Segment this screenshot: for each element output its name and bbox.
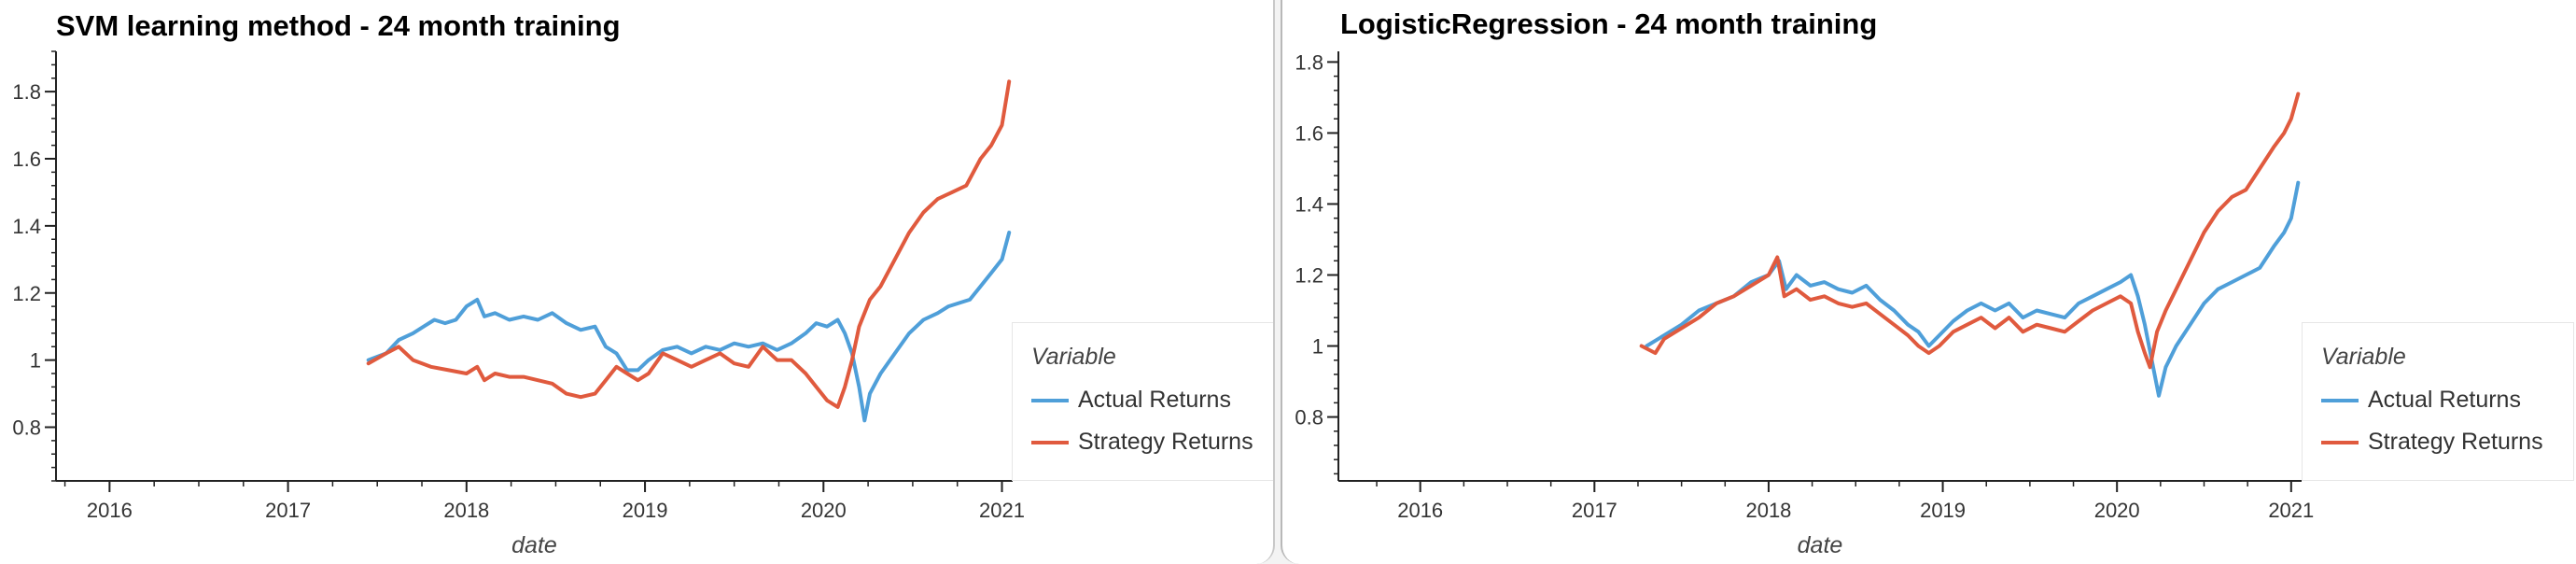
- x-axis-label: date: [511, 532, 557, 558]
- x-axis-label: date: [1798, 532, 1843, 558]
- x-tick-label: 2021: [979, 499, 1025, 522]
- x-tick-label: 2017: [265, 499, 311, 522]
- y-tick-label: 1: [30, 349, 41, 373]
- y-tick-label: 1.6: [12, 148, 41, 171]
- y-tick-label: 0.8: [1295, 406, 1323, 430]
- series-line-actual-returns: [1645, 180, 2301, 398]
- legend-title: Variable: [2321, 344, 2406, 370]
- y-tick-label: 1.2: [12, 282, 41, 305]
- x-tick-label: 2016: [87, 499, 133, 522]
- legend-label: Actual Returns: [1078, 387, 1231, 413]
- x-tick-label: 2019: [623, 499, 668, 522]
- y-tick-label: 1.8: [1295, 50, 1323, 74]
- series-line-strategy-returns: [1639, 92, 2301, 370]
- x-tick-label: 2019: [1920, 499, 1966, 522]
- chart-panel-svm: SVM learning method - 24 month training …: [0, 0, 1275, 564]
- x-tick-label: 2021: [2268, 499, 2314, 522]
- series-line-actual-returns: [366, 231, 1012, 423]
- legend-label: Strategy Returns: [2368, 429, 2543, 455]
- y-tick-label: 1.4: [1295, 192, 1323, 216]
- x-tick-label: 2018: [1745, 499, 1791, 522]
- legend-swatch-actual: [1031, 399, 1069, 402]
- y-tick-label: 1.6: [1295, 121, 1323, 145]
- series-line-strategy-returns: [366, 79, 1012, 409]
- y-tick-label: 1.4: [12, 215, 41, 238]
- chart-title: SVM learning method - 24 month training: [56, 9, 621, 42]
- y-tick-label: 1.2: [1295, 264, 1323, 288]
- chart-title: LogisticRegression - 24 month training: [1340, 7, 1878, 40]
- legend-swatch-strategy: [1031, 441, 1069, 444]
- x-tick-label: 2018: [443, 499, 489, 522]
- plot-area-svm[interactable]: 0.8 1 1.2 1.4 1.6 1.8 2016 2017 2018 2019 2020 2021…: [0, 0, 1273, 564]
- x-tick-label: 2016: [1397, 499, 1443, 522]
- legend-swatch-actual: [2321, 399, 2359, 402]
- legend-title: Variable: [1031, 344, 1116, 370]
- chart-panel-logistic-regression: LogisticRegression - 24 month training 0…: [1281, 0, 2576, 564]
- x-tick-label: 2020: [801, 499, 847, 522]
- legend-label: Strategy Returns: [1078, 429, 1253, 455]
- legend-swatch-strategy: [2321, 441, 2359, 444]
- plot-area-logistic-regression[interactable]: 0.8 1 1.2 1.4 1.6 1.8 2016 2017 2018 2019 2020 2021…: [1282, 0, 2576, 564]
- legend-label: Actual Returns: [2368, 387, 2521, 413]
- legend: Variable Actual Returns Strategy Returns: [1012, 322, 1273, 481]
- y-tick-label: 0.8: [12, 416, 41, 440]
- x-tick-label: 2017: [1572, 499, 1617, 522]
- legend: Variable Actual Returns Strategy Returns: [2302, 322, 2574, 481]
- y-tick-label: 1.8: [12, 80, 41, 104]
- y-tick-label: 1: [1312, 335, 1323, 359]
- x-tick-label: 2020: [2094, 499, 2140, 522]
